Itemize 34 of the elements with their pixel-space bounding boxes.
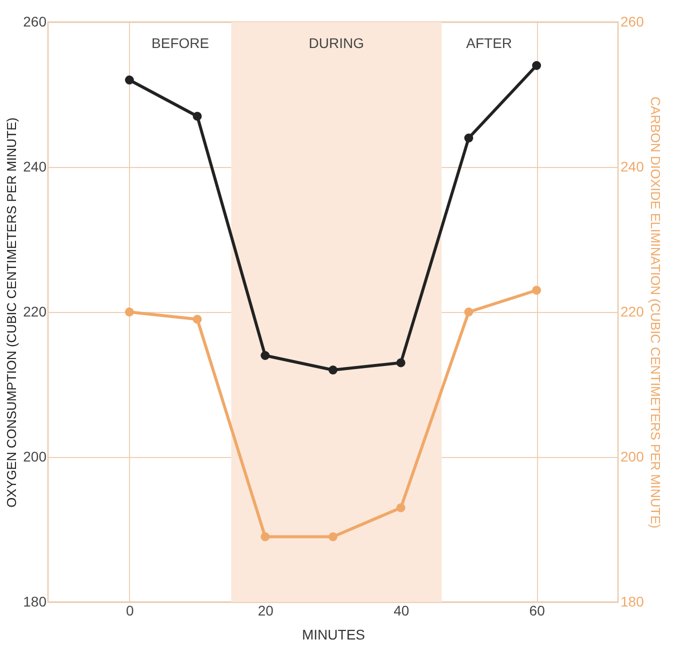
band-label: DURING (308, 35, 364, 51)
y2-tick-label: 260 (620, 14, 644, 30)
y-tick-label: 200 (23, 448, 47, 464)
point (328, 532, 338, 542)
point (192, 112, 202, 121)
point (328, 366, 338, 374)
point (260, 532, 270, 542)
point (124, 308, 134, 316)
y2-axis-title: CARBON DIOXIDE ELIMINATION (CUBIC CENTIMETERS PER MINUTE) (648, 96, 663, 528)
y-axis-title: OXYGEN CONSUMPTION (CUBIC CENTIMETERS PER MINUTE) (4, 117, 20, 508)
y2-tick-label: 220 (620, 304, 644, 320)
x-tick-label: 60 (529, 602, 546, 618)
point (192, 314, 202, 324)
annotation: AFTER (466, 35, 512, 51)
y-tick-label: 240 (23, 158, 47, 174)
y2-tick-label: 200 (620, 448, 644, 464)
y-tick-label: 180 (23, 594, 47, 610)
x-tick-label: 20 (258, 602, 274, 618)
point (396, 358, 406, 368)
point (464, 308, 474, 316)
y2-tick-label: 240 (620, 158, 644, 174)
x-axis-title: MINUTES (302, 626, 365, 642)
point (532, 61, 542, 70)
point (260, 351, 270, 360)
y-tick-label: 260 (23, 14, 47, 30)
point (464, 134, 474, 142)
x-tick-label: 40 (394, 602, 410, 618)
x-tick-label: 0 (126, 602, 134, 618)
point (532, 286, 542, 295)
y2-tick-label: 180 (620, 594, 644, 610)
point (396, 503, 406, 512)
annotation: BEFORE (152, 35, 210, 51)
y-tick-label: 220 (23, 304, 47, 320)
point (124, 76, 134, 84)
